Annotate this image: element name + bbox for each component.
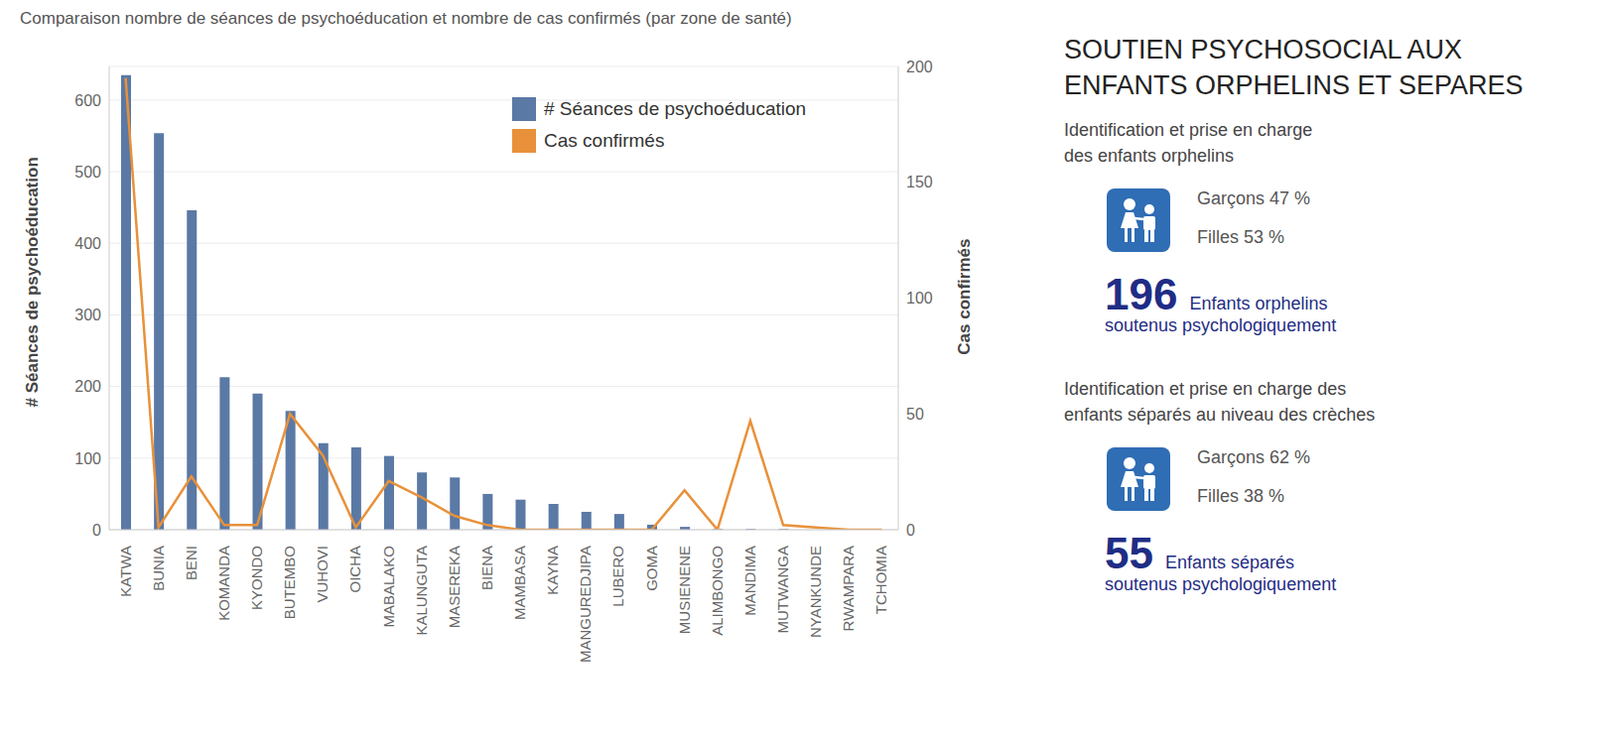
svg-text:50: 50 bbox=[906, 405, 925, 423]
svg-text:BENI: BENI bbox=[182, 545, 200, 581]
html-text:Enfants séparés: Enfants séparés bbox=[1165, 552, 1295, 573]
svg-text:MASEREKA: MASEREKA bbox=[445, 545, 463, 629]
svg-text:MUTWANGA: MUTWANGA bbox=[774, 545, 792, 635]
svg-text:MUSIENENE: MUSIENENE bbox=[675, 545, 693, 635]
svg-text:400: 400 bbox=[74, 235, 102, 253]
html-text:Identification et prise en cha: Identification et prise en charge bbox=[1064, 120, 1313, 140]
html-text:soutenus psychologiquement: soutenus psychologiquement bbox=[1104, 315, 1337, 336]
svg-text:500: 500 bbox=[74, 163, 102, 181]
svg-text:ALIMBONGO: ALIMBONGO bbox=[708, 545, 726, 637]
html-text:soutenus psychologiquement: soutenus psychologiquement bbox=[1104, 574, 1337, 595]
svg-text:OICHA: OICHA bbox=[346, 545, 364, 594]
html-text:Identification et prise en cha: Identification et prise en charge des bbox=[1064, 379, 1347, 400]
svg-text:BUTEMBO: BUTEMBO bbox=[280, 545, 298, 620]
svg-text:KAYNA: KAYNA bbox=[543, 545, 561, 596]
svg-text:0: 0 bbox=[906, 522, 916, 539]
svg-text:KOMANDA: KOMANDA bbox=[215, 545, 233, 622]
svg-text:# Séances de psychoéducation: # Séances de psychoéducation bbox=[22, 156, 42, 407]
html-text:Cas confirmés: Cas confirmés bbox=[543, 130, 665, 151]
html-text:# Séances de psychoéducation: # Séances de psychoéducation bbox=[543, 98, 807, 120]
html-text:enfants séparés au niveau des: enfants séparés au niveau des crèches bbox=[1064, 404, 1375, 425]
svg-text:100: 100 bbox=[74, 450, 102, 468]
svg-text:200: 200 bbox=[74, 378, 102, 396]
html-text:Garçons 62 %: Garçons 62 % bbox=[1197, 447, 1311, 468]
svg-text:LUBERO: LUBERO bbox=[609, 545, 627, 608]
svg-text:GOMA: GOMA bbox=[643, 545, 661, 592]
svg-text:KATWA: KATWA bbox=[117, 545, 134, 598]
svg-text:TCHOMIA: TCHOMIA bbox=[872, 545, 890, 615]
html-text:Enfants orphelins: Enfants orphelins bbox=[1189, 293, 1328, 314]
svg-text:KYONDO: KYONDO bbox=[248, 545, 266, 611]
svg-text:RWAMPARA: RWAMPARA bbox=[839, 545, 857, 632]
svg-text:BIENA: BIENA bbox=[478, 545, 496, 591]
svg-text:Cas confirmés: Cas confirmés bbox=[954, 239, 974, 356]
html-text:Garçons 47 %: Garçons 47 % bbox=[1197, 188, 1311, 209]
svg-text:0: 0 bbox=[92, 522, 102, 539]
svg-text:MANDIMA: MANDIMA bbox=[741, 545, 759, 617]
html-text:Filles 38 %: Filles 38 % bbox=[1197, 486, 1285, 507]
svg-text:NYANKUNDE: NYANKUNDE bbox=[806, 545, 824, 639]
svg-text:MANGUREDJIPA: MANGUREDJIPA bbox=[576, 545, 594, 664]
svg-text:VUHOVI: VUHOVI bbox=[313, 545, 331, 604]
svg-text:600: 600 bbox=[74, 92, 102, 110]
html-text:ENFANTS ORPHELINS ET SEPARES: ENFANTS ORPHELINS ET SEPARES bbox=[1064, 70, 1524, 101]
svg-text:MAMBASA: MAMBASA bbox=[511, 545, 529, 621]
svg-text:150: 150 bbox=[906, 173, 934, 191]
html-text:55: 55 bbox=[1104, 529, 1154, 578]
html-text:SOUTIEN PSYCHOSOCIAL AUX: SOUTIEN PSYCHOSOCIAL AUX bbox=[1064, 34, 1463, 65]
html-text:196: 196 bbox=[1104, 269, 1178, 319]
svg-text:KALUNGUTA: KALUNGUTA bbox=[412, 545, 430, 637]
svg-text:200: 200 bbox=[906, 58, 934, 76]
svg-text:300: 300 bbox=[74, 306, 102, 324]
svg-text:MABALAKO: MABALAKO bbox=[380, 545, 398, 629]
svg-text:100: 100 bbox=[906, 289, 934, 307]
html-text:Comparaison nombre de séances: Comparaison nombre de séances de psychoé… bbox=[19, 8, 792, 28]
svg-text:BUNIA: BUNIA bbox=[149, 545, 167, 592]
html-text:Filles 53 %: Filles 53 % bbox=[1197, 227, 1285, 248]
html-text:des enfants orphelins: des enfants orphelins bbox=[1064, 145, 1234, 166]
